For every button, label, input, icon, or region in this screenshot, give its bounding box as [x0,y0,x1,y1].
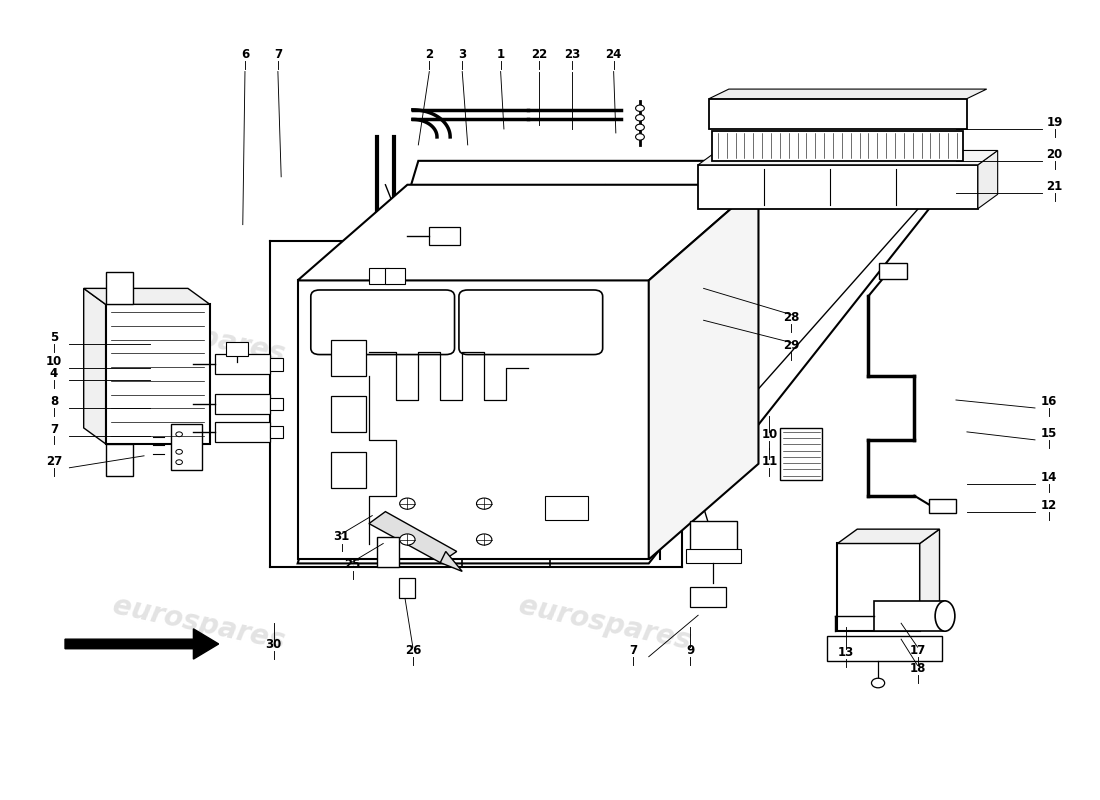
Circle shape [636,134,645,140]
Text: eurospares: eurospares [516,304,694,368]
Text: 22: 22 [531,48,547,61]
Text: 5: 5 [50,331,58,344]
Polygon shape [65,629,219,659]
Circle shape [176,432,183,437]
Polygon shape [84,288,106,444]
Bar [106,444,133,476]
Polygon shape [649,185,759,559]
Text: 20: 20 [1046,148,1063,161]
Bar [873,601,945,631]
Circle shape [476,534,492,545]
Text: 14: 14 [1041,470,1057,484]
Text: 28: 28 [783,311,800,324]
Text: 3: 3 [459,48,466,61]
Bar [879,263,906,279]
Bar [691,587,726,607]
Circle shape [176,450,183,454]
Text: 18: 18 [910,662,926,675]
Text: 10: 10 [46,355,63,368]
Bar [686,549,741,563]
Bar [216,394,271,414]
Circle shape [476,498,492,510]
Text: 2: 2 [426,48,433,61]
Bar [780,428,822,480]
Polygon shape [978,150,998,209]
Text: 10: 10 [761,429,778,442]
Circle shape [636,114,645,121]
Circle shape [176,460,183,465]
Text: 29: 29 [783,339,800,352]
Bar [544,496,588,519]
Text: 12: 12 [1041,498,1057,512]
Text: eurospares: eurospares [516,591,694,655]
Bar [398,578,415,598]
Text: 7: 7 [274,48,282,61]
Text: eurospares: eurospares [110,304,287,368]
Bar [368,269,388,285]
Text: 13: 13 [838,646,855,659]
Bar [106,304,210,444]
Bar [429,227,460,245]
Bar [837,543,920,631]
Circle shape [636,105,645,111]
Text: 17: 17 [910,644,926,657]
Polygon shape [368,512,456,562]
Text: 7: 7 [50,423,58,436]
Bar [216,354,271,374]
Text: 7: 7 [629,644,638,657]
Bar [271,358,284,370]
Polygon shape [298,161,967,563]
Text: 30: 30 [265,638,282,651]
Polygon shape [298,185,759,281]
Polygon shape [440,551,462,571]
Bar [928,499,956,514]
Text: 11: 11 [761,454,778,468]
Text: 27: 27 [46,454,63,468]
Text: 6: 6 [241,48,249,61]
Text: 15: 15 [1041,427,1057,440]
Bar [385,269,405,285]
Bar [713,130,962,161]
Bar [271,398,284,410]
Text: 24: 24 [605,48,621,61]
Polygon shape [84,288,210,304]
Text: 25: 25 [344,558,361,571]
Text: 21: 21 [1046,180,1063,193]
Bar [271,426,284,438]
Text: 9: 9 [686,644,694,657]
Bar [710,98,967,129]
Circle shape [399,534,415,545]
FancyBboxPatch shape [311,290,454,354]
Text: 23: 23 [564,48,580,61]
Polygon shape [710,89,987,98]
Text: 4: 4 [50,367,58,380]
Bar [106,273,133,304]
Text: 19: 19 [1046,116,1063,129]
Text: 8: 8 [50,395,58,408]
Bar [331,340,365,376]
Bar [691,521,737,551]
Text: 31: 31 [333,530,350,543]
Text: 16: 16 [1041,395,1057,408]
Circle shape [399,498,415,510]
Bar [698,165,978,209]
Bar [216,422,271,442]
Bar [298,281,649,559]
Bar [376,537,398,567]
Polygon shape [698,150,998,165]
Text: eurospares: eurospares [110,591,287,655]
Ellipse shape [935,601,955,631]
Polygon shape [920,529,939,631]
Bar [172,424,202,470]
Text: 1: 1 [496,48,505,61]
Bar [331,452,365,488]
Polygon shape [837,529,939,543]
Text: 26: 26 [405,644,421,657]
Circle shape [636,124,645,130]
Circle shape [871,678,884,688]
Bar [331,396,365,432]
Bar [826,636,942,662]
FancyBboxPatch shape [459,290,603,354]
Bar [227,342,249,356]
